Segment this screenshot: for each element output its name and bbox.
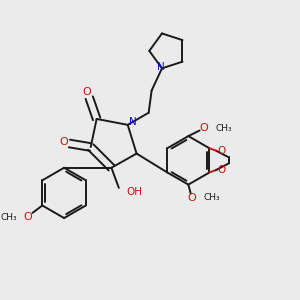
Text: N: N: [129, 118, 136, 128]
Text: O: O: [217, 165, 225, 175]
Text: CH₃: CH₃: [0, 213, 17, 222]
Text: CH₃: CH₃: [216, 124, 232, 133]
Text: OH: OH: [126, 187, 142, 197]
Text: O: O: [200, 123, 208, 133]
Text: N: N: [157, 62, 164, 72]
Text: O: O: [23, 212, 32, 222]
Text: O: O: [60, 137, 68, 147]
Text: O: O: [82, 87, 91, 97]
Text: O: O: [217, 146, 225, 156]
Text: CH₃: CH₃: [204, 194, 220, 202]
Text: O: O: [188, 193, 196, 203]
